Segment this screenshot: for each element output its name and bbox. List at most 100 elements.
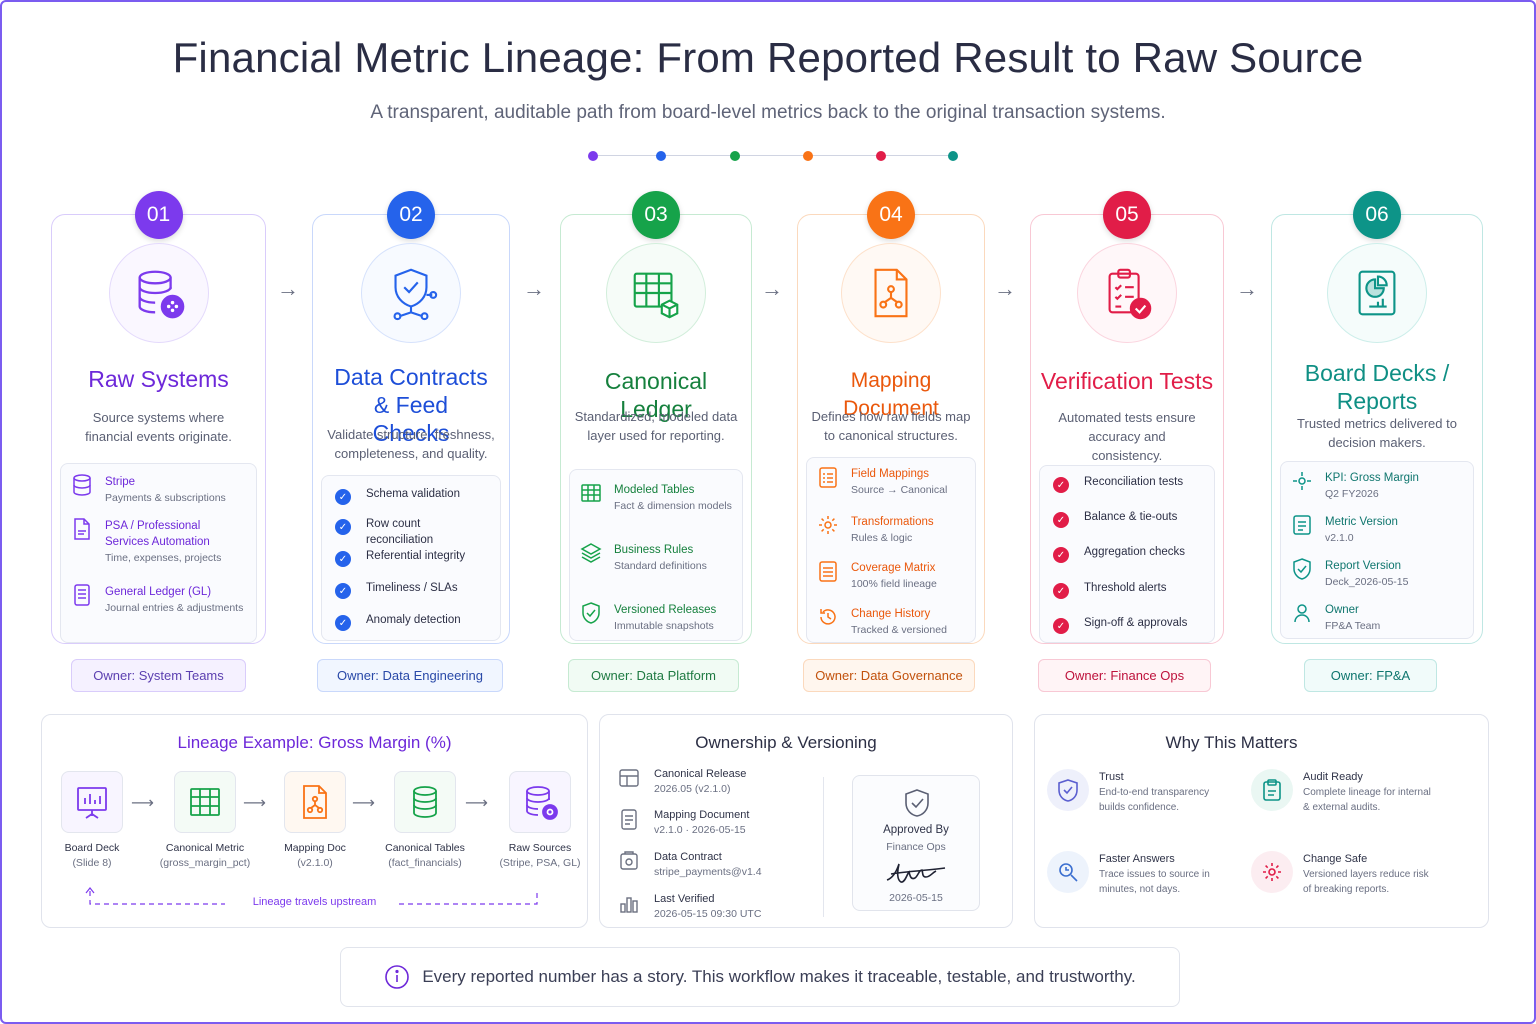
matrix-icon xyxy=(817,560,839,582)
stage-title: Data Contracts & Feed Checks xyxy=(334,364,488,446)
check-icon: ✓ xyxy=(335,615,351,631)
gear-icon xyxy=(1251,851,1293,893)
list-item: Owner FP&A Team xyxy=(1291,602,1463,634)
shield-check-icon xyxy=(580,602,602,624)
stage-description: Validate structure, freshness, completen… xyxy=(327,427,495,461)
shield-check-icon xyxy=(905,789,929,817)
stage-description: Automated tests ensure accuracy and cons… xyxy=(1058,410,1196,463)
raw-sources-icon xyxy=(509,771,571,833)
stage-number-badge: 01 xyxy=(134,191,183,239)
list-item: ✓ Sign-off & approvals xyxy=(1050,615,1204,637)
check-icon: ✓ xyxy=(335,583,351,599)
list-item: Business Rules Standard definitions xyxy=(580,542,732,574)
list-item: Metric Version v2.1.0 xyxy=(1291,514,1463,546)
database-icon xyxy=(71,474,93,496)
database-icon xyxy=(394,771,456,833)
check-icon: ✓ xyxy=(335,489,351,505)
approval-card: Approved By Finance Ops 2026-05-15 xyxy=(852,775,980,911)
arrow-right-icon: ⟶ xyxy=(243,795,266,812)
database-icon xyxy=(108,243,209,343)
stage-raw-systems: 01 Raw Systems Source systems where fina… xyxy=(51,191,266,644)
stage-description: Standardized, modeled data layer used fo… xyxy=(574,409,738,443)
check-icon: ✓ xyxy=(335,519,351,535)
bar-chart-icon xyxy=(618,892,640,914)
owner-badge: Owner: FP&A xyxy=(1304,659,1437,692)
panel-title: Lineage Example: Gross Margin (%) xyxy=(177,733,452,752)
stage-board-decks: 06 Board Decks / Reports Trusted metrics… xyxy=(1271,191,1483,644)
lineage-node-label: Canonical Metric (gross_margin_pct) xyxy=(159,842,251,869)
list-item: ✓ Reconciliation tests xyxy=(1050,474,1204,496)
arrow-right-icon: → xyxy=(761,276,783,301)
stage-number-badge: 03 xyxy=(632,191,680,239)
arrow-right-icon: ⟶ xyxy=(352,795,375,812)
owner-badge: Owner: Data Platform xyxy=(568,659,739,692)
stage-description: Defines how raw fields map to canonical … xyxy=(811,409,971,443)
list-item: ✓ Aggregation checks xyxy=(1050,544,1204,566)
list-item: Last Verified 2026-05-15 09:30 UTC xyxy=(618,892,761,922)
list-item: Field Mappings Source → Canonical xyxy=(817,466,965,498)
stage-title: Verification Tests xyxy=(1040,368,1214,394)
progress-dots xyxy=(588,150,958,162)
lineage-panel: Lineage Example: Gross Margin (%) ⟶ ⟶ ⟶ … xyxy=(41,714,588,928)
lineage-node-label: Raw Sources (Stripe, PSA, GL) xyxy=(499,842,581,869)
lineage-note: Lineage travels upstream xyxy=(252,896,377,908)
arrow-right-icon: → xyxy=(277,276,299,301)
arrow-right-icon: ⟶ xyxy=(131,795,154,812)
list-icon xyxy=(817,466,839,488)
stage-canonical-ledger: 03 Canonical Ledger Standardized, modele… xyxy=(560,191,752,644)
owner-badge: Owner: Data Engineering xyxy=(317,659,503,692)
list-item: ✓ Row count reconciliation xyxy=(332,516,490,548)
list-item: Versioned Releases Immutable snapshots xyxy=(580,602,732,634)
table-icon xyxy=(580,482,602,504)
shield-icon xyxy=(1047,769,1089,811)
check-icon: ✓ xyxy=(335,551,351,567)
report-chart-icon xyxy=(1327,243,1427,343)
why-item: Trust End-to-end transparency builds conf… xyxy=(1047,769,1227,815)
list-item: ✓ Timeliness / SLAs xyxy=(332,580,490,602)
why-item: Faster Answers Trace issues to source in … xyxy=(1047,851,1227,897)
checks-list: ✓ Schema validation ✓ Row count reconcilia… xyxy=(321,475,501,641)
info-icon xyxy=(385,965,410,989)
stage-number-badge: 02 xyxy=(387,191,435,239)
ownership-panel: Ownership & Versioning Canonical Release… xyxy=(599,714,1013,928)
list-item: ✓ Referential integrity xyxy=(332,548,490,570)
panel-title: Ownership & Versioning xyxy=(695,733,877,752)
user-icon xyxy=(1291,602,1313,624)
list-item: Coverage Matrix 100% field lineage xyxy=(817,560,965,592)
list-item: ✓ Schema validation xyxy=(332,486,490,508)
document-icon xyxy=(618,808,640,830)
list-item: Mapping Document v2.1.0 · 2026-05-15 xyxy=(618,808,749,838)
panel-title: Why This Matters xyxy=(1165,733,1298,752)
check-icon: ✓ xyxy=(1053,477,1069,493)
stage-description: Trusted metrics delivered to decision ma… xyxy=(1297,416,1457,450)
ledger-icon xyxy=(71,584,93,606)
mapping-doc-icon xyxy=(284,771,346,833)
shield-icon xyxy=(1291,558,1313,580)
owner-badge: Owner: Data Governance xyxy=(803,659,975,692)
list-item: PSA / Professional Services Automation Ti… xyxy=(71,518,246,566)
list-item: Transformations Rules & logic xyxy=(817,514,965,546)
stage-description: Source systems where financial events or… xyxy=(85,410,232,444)
stage-title: Raw Systems xyxy=(88,366,229,392)
lineage-node-label: Mapping Doc (v2.1.0) xyxy=(284,842,346,869)
shield-network-icon xyxy=(361,243,461,343)
signature-icon xyxy=(886,863,946,883)
arrow-right-icon: → xyxy=(523,276,545,301)
owner-badge: Owner: System Teams xyxy=(71,659,246,692)
source-list: Stripe Payments & subscriptions PSA / Pro… xyxy=(60,463,257,643)
search-icon xyxy=(1047,851,1089,893)
board-deck-icon xyxy=(61,771,123,833)
upstream-arrow-icon xyxy=(85,887,538,905)
list-item: KPI: Gross Margin Q2 FY2026 xyxy=(1291,470,1463,502)
ledger-list: Modeled Tables Fact & dimension models Bu… xyxy=(569,469,743,641)
stage-number-badge: 06 xyxy=(1353,191,1401,239)
list-item: Data Contract stripe_payments@v1.4 xyxy=(618,850,762,880)
why-item: Change Safe Versioned layers reduce risk … xyxy=(1251,851,1431,897)
layers-icon xyxy=(580,542,602,564)
mapping-list: Field Mappings Source → Canonical Transfo… xyxy=(806,457,976,643)
check-icon: ✓ xyxy=(1053,512,1069,528)
mapping-document-icon xyxy=(841,243,941,343)
stage-title: Board Decks / Reports xyxy=(1304,360,1450,414)
document-icon xyxy=(71,518,93,540)
